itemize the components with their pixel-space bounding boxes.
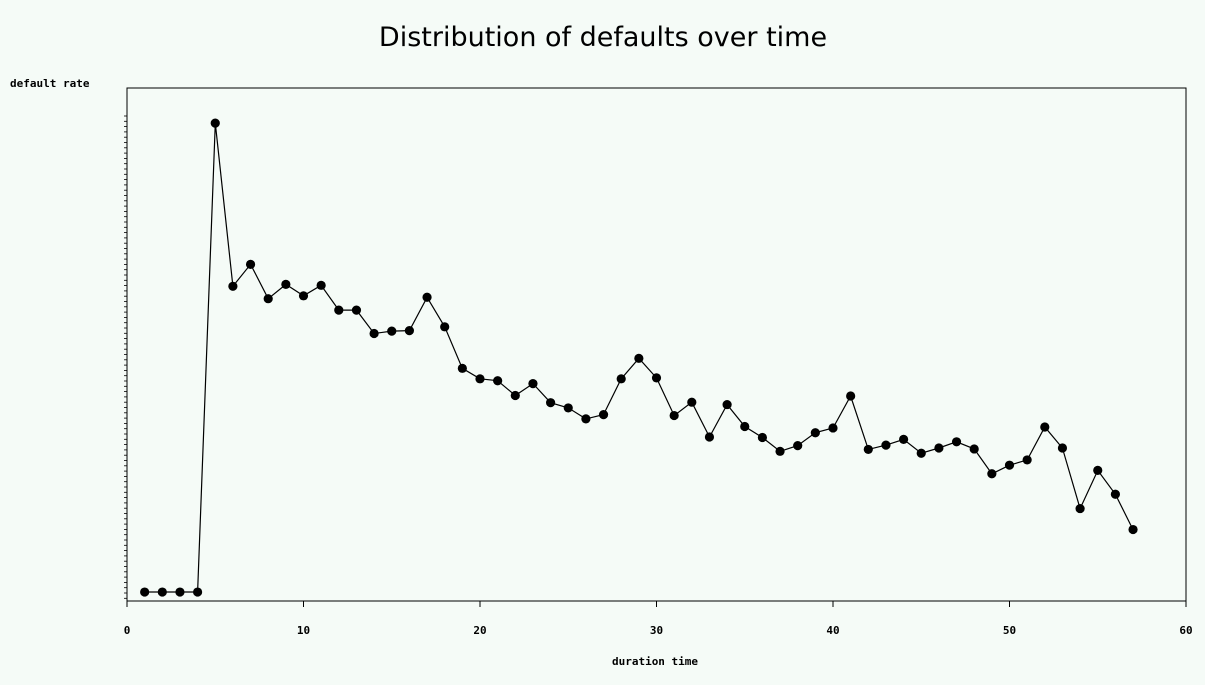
data-point <box>510 390 520 401</box>
data-point <box>881 440 891 450</box>
x-tick-label: 10 <box>297 624 310 637</box>
data-point <box>987 469 997 479</box>
data-point <box>651 373 662 383</box>
data-point <box>528 378 538 389</box>
data-point <box>634 353 644 363</box>
data-point <box>263 294 273 304</box>
data-point <box>440 322 450 332</box>
data-point <box>969 444 979 454</box>
data-point <box>757 432 768 443</box>
x-tick-label: 40 <box>826 624 839 637</box>
data-point <box>1075 503 1085 514</box>
x-axis: 0 10 20 30 40 50 60 <box>124 601 1193 637</box>
data-point <box>228 281 238 291</box>
data-point <box>140 587 150 597</box>
data-point <box>1128 524 1138 535</box>
data-point <box>1040 422 1050 432</box>
x-tick-label: 60 <box>1179 624 1192 637</box>
data-point <box>422 292 432 302</box>
data-point <box>740 421 750 432</box>
x-axis-label: duration time <box>612 655 698 668</box>
data-point <box>934 443 944 453</box>
data-point <box>493 376 503 386</box>
y-minor-ticks <box>124 115 127 599</box>
data-point <box>810 428 820 438</box>
data-point <box>546 398 556 408</box>
y-axis-label: default rate <box>10 77 90 90</box>
x-tick-label: 30 <box>650 624 663 637</box>
data-point <box>1022 455 1032 465</box>
data-point <box>334 305 344 315</box>
data-point <box>1057 443 1068 453</box>
data-point <box>316 280 326 290</box>
x-tick-label: 0 <box>124 624 131 637</box>
data-point <box>669 410 679 421</box>
data-point <box>193 587 203 597</box>
data-point <box>598 410 609 420</box>
x-tick-label: 50 <box>1003 624 1016 637</box>
data-point <box>1004 460 1015 470</box>
data-point <box>863 444 873 455</box>
data-point <box>951 437 962 447</box>
data-point <box>687 397 697 407</box>
data-points <box>140 118 1138 597</box>
data-point <box>916 448 926 458</box>
data-point <box>475 374 485 384</box>
data-point <box>387 326 397 336</box>
plot-frame <box>126 87 1187 602</box>
chart-title: Distribution of defaults over time <box>379 22 827 53</box>
data-point <box>793 441 803 451</box>
data-point <box>828 423 838 433</box>
data-point <box>899 434 909 445</box>
data-point <box>175 587 185 597</box>
data-point <box>704 432 715 442</box>
data-point <box>245 259 256 269</box>
data-point <box>298 291 309 301</box>
data-point <box>457 363 467 373</box>
data-point <box>581 414 591 424</box>
x-tick-label: 20 <box>473 624 486 637</box>
data-point <box>281 279 291 289</box>
data-point <box>846 391 856 401</box>
data-point <box>157 587 167 597</box>
data-point <box>722 399 732 410</box>
data-point <box>616 374 626 384</box>
data-point <box>563 403 573 413</box>
data-point <box>404 326 414 336</box>
data-point <box>1110 489 1120 499</box>
data-point <box>351 305 362 315</box>
data-point <box>369 328 379 339</box>
data-point <box>1093 465 1103 476</box>
data-point <box>775 446 785 456</box>
data-point <box>210 118 220 128</box>
